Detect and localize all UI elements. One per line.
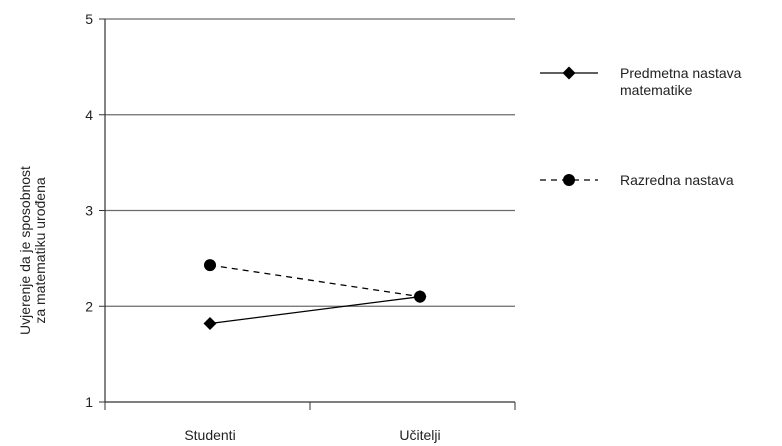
y-axis-title: Uvjerenje da je sposobnostza matematiku … — [17, 166, 48, 335]
y-tick-label: 3 — [85, 203, 93, 219]
series-line — [209, 296, 421, 325]
x-tick-label: Studenti — [184, 427, 235, 443]
y-tick-label: 5 — [85, 11, 93, 27]
legend-label-line: Razredna nastava — [620, 172, 734, 188]
legend-marker — [562, 66, 576, 80]
circle-marker — [204, 259, 216, 272]
legend-marker — [563, 174, 575, 186]
legend-label-line: matematike — [620, 82, 693, 98]
axes — [99, 18, 516, 410]
legend-label: Razredna nastava — [620, 172, 734, 188]
series-layer — [203, 259, 427, 330]
grid-lines — [105, 18, 515, 307]
series-1 — [203, 290, 427, 330]
legend-item-1: Predmetna nastava matematike — [540, 65, 742, 98]
legend: Predmetna nastava matematike Razredna nast… — [540, 65, 742, 188]
series-line — [209, 264, 421, 298]
y-axis-title-line: Uvjerenje da je sposobnost — [17, 166, 33, 335]
diamond-marker — [203, 316, 217, 330]
circle-marker — [414, 290, 426, 303]
x-tick-label: Učitelji — [399, 427, 440, 443]
legend-label: Predmetna nastava matematike — [620, 65, 742, 98]
y-tick-label: 2 — [85, 298, 93, 314]
y-axis-label: Uvjerenje da je sposobnostza matematiku … — [17, 166, 48, 335]
x-tick-labels: Studenti Učitelji — [184, 427, 440, 443]
y-axis-title-line: za matematiku urođena — [32, 177, 48, 324]
legend-item-2: Razredna nastava — [540, 172, 734, 188]
y-tick-label: 1 — [85, 394, 93, 410]
y-tick-labels: 1 2 3 4 5 — [85, 11, 93, 410]
y-tick-label: 4 — [85, 107, 93, 123]
series-2 — [204, 259, 426, 303]
legend-label-line: Predmetna nastava — [620, 65, 742, 81]
